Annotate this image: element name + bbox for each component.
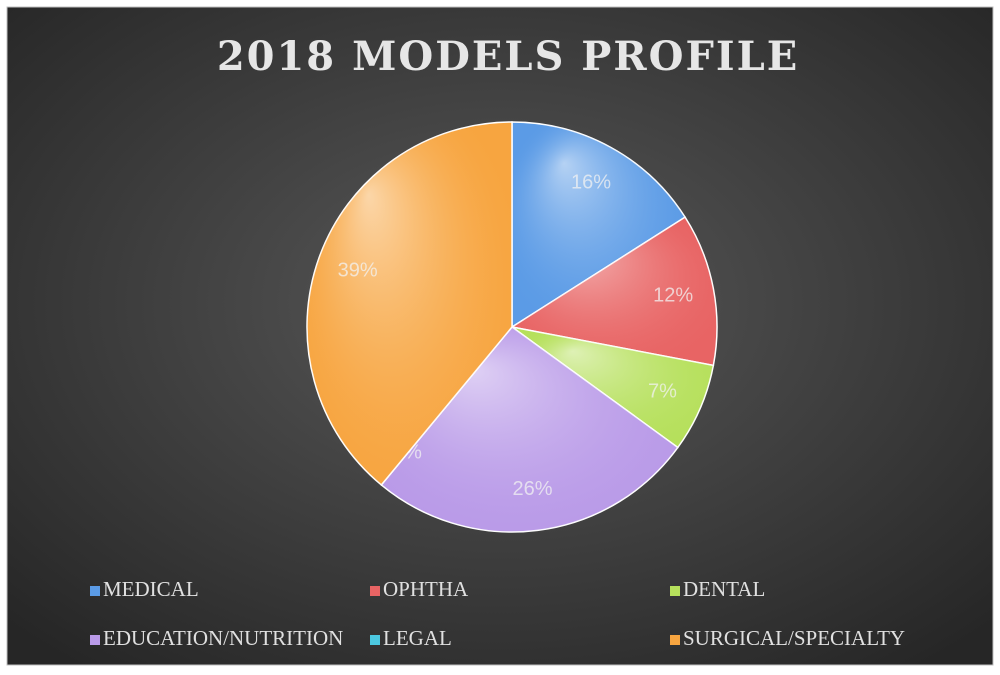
legend-label: LEGAL [383,626,452,650]
legend-marker [670,586,680,596]
chart-title: 2018 MODELS PROFILE [217,33,799,80]
legend-marker [370,635,380,645]
legend-label: DENTAL [683,577,765,601]
legend-marker [90,586,100,596]
data-label: 12% [653,285,693,307]
data-label: 26% [513,478,553,500]
legend-marker [90,635,100,645]
legend-label: MEDICAL [103,577,199,601]
legend-label: EDUCATION/NUTRITION [103,626,343,650]
legend-label: SURGICAL/SPECIALTY [683,626,905,650]
legend-label: OPHTHA [383,577,469,601]
data-label: 7% [648,380,677,402]
legend-marker [370,586,380,596]
legend-marker [670,635,680,645]
data-label: 16% [571,172,611,194]
data-label: 39% [338,260,378,282]
